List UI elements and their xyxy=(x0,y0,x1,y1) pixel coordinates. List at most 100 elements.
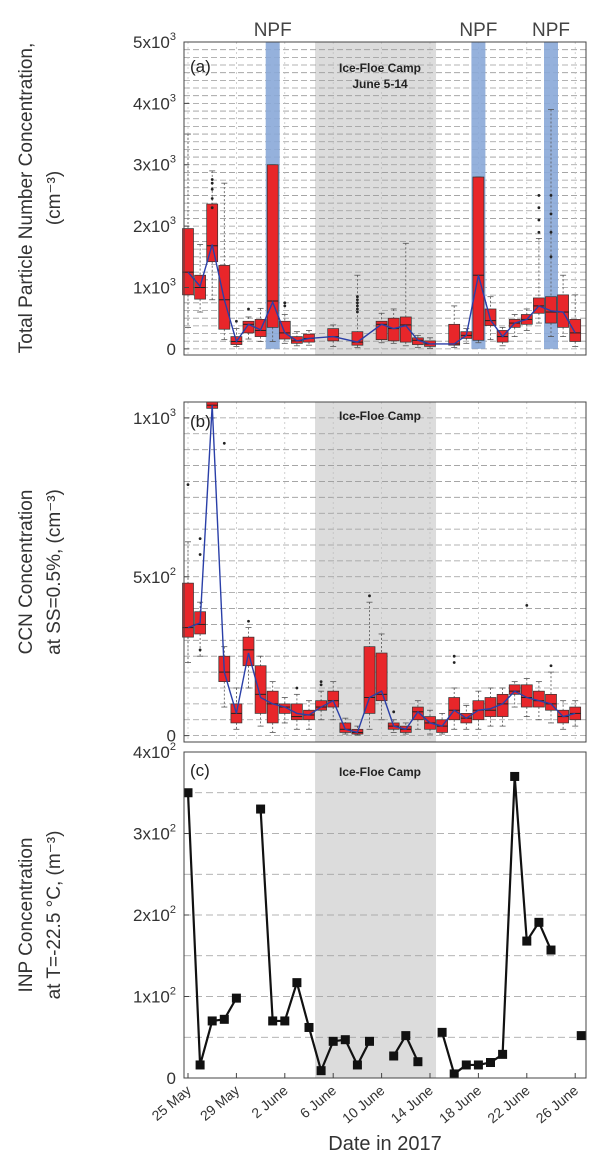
outlier-point xyxy=(537,218,541,222)
panel-a-background xyxy=(184,41,586,355)
x-tick-label: 2 June xyxy=(248,1082,291,1121)
outlier-point xyxy=(210,197,214,200)
panel-c-marks xyxy=(183,771,586,1079)
outlier-point xyxy=(247,307,250,311)
inp-point xyxy=(461,1060,471,1070)
box xyxy=(412,337,424,345)
outlier-point xyxy=(549,194,553,197)
y-tick-label: 5x103 xyxy=(133,31,176,52)
outlier-point xyxy=(186,483,190,487)
outlier-point xyxy=(283,301,287,305)
box xyxy=(266,690,279,724)
box xyxy=(569,319,582,342)
inp-point xyxy=(195,1060,205,1070)
panel-a: NPF NPF NPF (a) Ice-Floe Camp June 5-14 0 1… xyxy=(16,20,587,359)
outlier-point xyxy=(356,301,359,305)
box xyxy=(315,700,327,711)
outlier-point xyxy=(295,686,299,690)
box xyxy=(387,317,400,342)
box xyxy=(278,320,291,340)
box xyxy=(266,164,279,328)
outlier-point xyxy=(356,298,359,302)
panel-b: (b) Ice-Floe Camp 0 5x102 1x103 CCN Concen… xyxy=(16,401,587,746)
panel-a-label: (a) xyxy=(190,57,211,76)
inp-point xyxy=(449,1069,459,1079)
outlier-point xyxy=(247,619,250,623)
box xyxy=(399,316,412,343)
box xyxy=(278,703,291,714)
outlier-point xyxy=(198,648,202,652)
panel-b-ylabel-line1: CCN Concentration xyxy=(16,490,37,655)
y-tick-label: 3x102 xyxy=(133,823,176,844)
mean-line xyxy=(187,405,576,734)
box xyxy=(363,646,376,714)
y-tick-label: 1x103 xyxy=(133,276,176,297)
inp-point xyxy=(316,1066,326,1076)
panel-c-ylabel-line2: at T=-22.5 °C, (m⁻³) xyxy=(44,831,65,1000)
outlier-point xyxy=(549,230,553,234)
outlier-point xyxy=(210,178,214,181)
panel-c-label: (c) xyxy=(190,761,210,780)
panel-b-frame xyxy=(183,401,587,743)
box xyxy=(448,697,461,721)
inp-point xyxy=(473,1060,483,1070)
panel-a-frame xyxy=(183,41,587,356)
panel-b-background xyxy=(184,401,586,742)
inp-point xyxy=(231,993,241,1003)
box xyxy=(412,706,424,721)
camp-shading xyxy=(315,402,437,742)
npf-label: NPF xyxy=(254,20,292,41)
outlier-point xyxy=(549,255,553,259)
box xyxy=(508,684,521,695)
box xyxy=(242,636,255,667)
inp-point xyxy=(401,1031,411,1041)
outlier-point xyxy=(452,654,456,658)
outlier-point xyxy=(235,319,238,323)
y-tick-label: 2x102 xyxy=(133,904,176,925)
outlier-point xyxy=(283,304,287,308)
y-tick-label: 0 xyxy=(167,1069,176,1088)
x-tick-label: 6 June xyxy=(297,1082,340,1121)
inp-point xyxy=(304,1022,314,1032)
inp-line xyxy=(441,776,553,1076)
outlier-point xyxy=(549,212,553,216)
x-tick-label: 22 June xyxy=(484,1082,533,1126)
panel-b-camp-label: Ice-Floe Camp xyxy=(339,409,421,423)
y-tick-label: 4x102 xyxy=(133,741,176,762)
inp-point xyxy=(183,788,193,798)
y-tick-label: 4x103 xyxy=(133,92,176,113)
panel-c-y-ticks: 0 1x102 2x102 3x102 4x102 xyxy=(133,741,189,1088)
panel-a-y-ticks: 0 1x103 2x103 3x103 4x103 5x103 xyxy=(133,31,189,359)
inp-point xyxy=(207,1016,217,1026)
panel-a-ylabel-line2: (cm⁻³) xyxy=(44,171,65,225)
outlier-point xyxy=(356,310,359,314)
inp-point xyxy=(280,1016,290,1026)
y-tick-label: 2x103 xyxy=(133,215,176,236)
outlier-point xyxy=(549,664,553,668)
outlier-point xyxy=(537,206,541,210)
outlier-point xyxy=(356,295,359,299)
panel-a-camp-label: Ice-Floe Camp xyxy=(339,61,421,75)
box xyxy=(472,176,485,341)
outlier-point xyxy=(525,603,529,607)
box xyxy=(242,320,255,334)
box xyxy=(327,328,340,342)
box xyxy=(254,665,267,714)
inp-point xyxy=(219,1014,229,1024)
panel-b-ylabel-line2: at SS=0.5%, (cm⁻³) xyxy=(44,489,65,655)
outlier-point xyxy=(210,187,214,191)
box xyxy=(182,228,194,296)
inp-point xyxy=(437,1027,447,1037)
outlier-point xyxy=(319,683,323,687)
inp-point xyxy=(486,1058,495,1068)
panel-a-ylabel-line1: Total Particle Number Concentration, xyxy=(16,43,37,353)
inp-point xyxy=(510,771,520,781)
npf-label: NPF xyxy=(532,20,570,41)
inp-point xyxy=(522,936,532,946)
outlier-point xyxy=(392,710,396,714)
inp-point xyxy=(498,1049,508,1059)
outlier-point xyxy=(210,181,214,185)
box xyxy=(375,320,388,341)
panel-b-y-ticks: 0 5x102 1x103 xyxy=(133,407,189,746)
